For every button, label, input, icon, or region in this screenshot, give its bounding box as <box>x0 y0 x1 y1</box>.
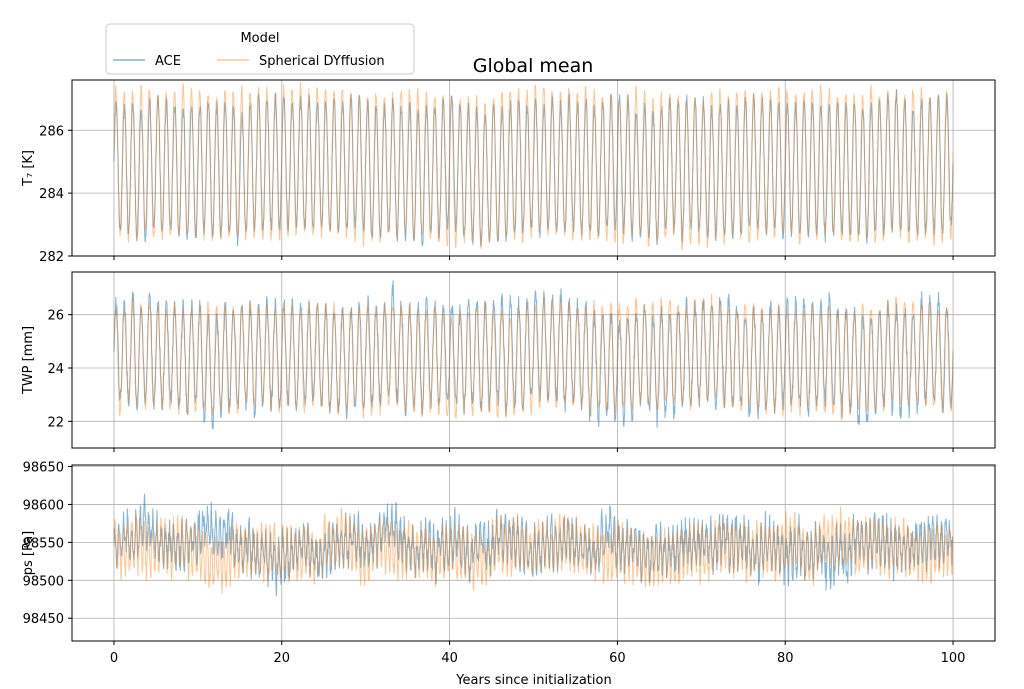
y-tick-label: 284 <box>39 187 64 202</box>
y-tick-label: 98550 <box>23 536 64 551</box>
series-group <box>113 493 954 597</box>
x-tick-label: 20 <box>273 651 290 666</box>
x-tick-label: 100 <box>941 651 966 666</box>
x-tick-label: 40 <box>441 651 458 666</box>
legend-box <box>105 23 415 75</box>
y-tick-label: 24 <box>47 362 64 377</box>
series-line-spherical-dyffusion <box>113 82 954 251</box>
legend-title: Model <box>240 31 279 46</box>
y-tick-label: 98600 <box>23 498 64 513</box>
y-axis-label: T₇ [K] <box>21 150 36 187</box>
series-line-spherical-dyffusion <box>113 293 954 422</box>
axes-frame <box>71 464 996 642</box>
panel-2: 22 24 26 TWP [mm] <box>21 271 996 452</box>
y-axis-label: ps [Pa] <box>21 531 36 576</box>
panel-3: 98450 98500 98550 98600 98650 0 20 40 60 80 100 ps … <box>21 461 996 666</box>
x-tick-label: 0 <box>110 651 118 666</box>
y-tick-label: 282 <box>39 250 64 265</box>
x-tick-label: 60 <box>609 651 626 666</box>
series-line-ace <box>113 280 954 430</box>
y-tick-label: 22 <box>47 415 64 430</box>
axes-frame <box>71 271 996 449</box>
x-tick-label: 80 <box>777 651 794 666</box>
y-tick-label: 286 <box>39 124 64 139</box>
series-line-spherical-dyffusion <box>113 506 954 595</box>
y-tick-label: 98650 <box>23 461 64 476</box>
series-line-ace <box>113 493 954 597</box>
chart-title: Global mean <box>473 55 594 77</box>
series-group <box>113 280 954 430</box>
legend-label-spherical-dyffusion: Spherical DYffusion <box>259 54 385 69</box>
y-axis-label: TWP [mm] <box>21 326 36 395</box>
x-axis-label: Years since initialization <box>455 673 611 688</box>
axes-frame <box>71 79 996 257</box>
y-tick-label: 98500 <box>23 574 64 589</box>
y-tick-label: 26 <box>47 309 64 324</box>
series-line-ace <box>113 89 954 247</box>
y-tick-label: 98450 <box>23 612 64 627</box>
legend: Model ACE Spherical DYffusion <box>105 23 415 75</box>
series-group <box>113 82 954 251</box>
legend-label-ace: ACE <box>155 54 181 69</box>
